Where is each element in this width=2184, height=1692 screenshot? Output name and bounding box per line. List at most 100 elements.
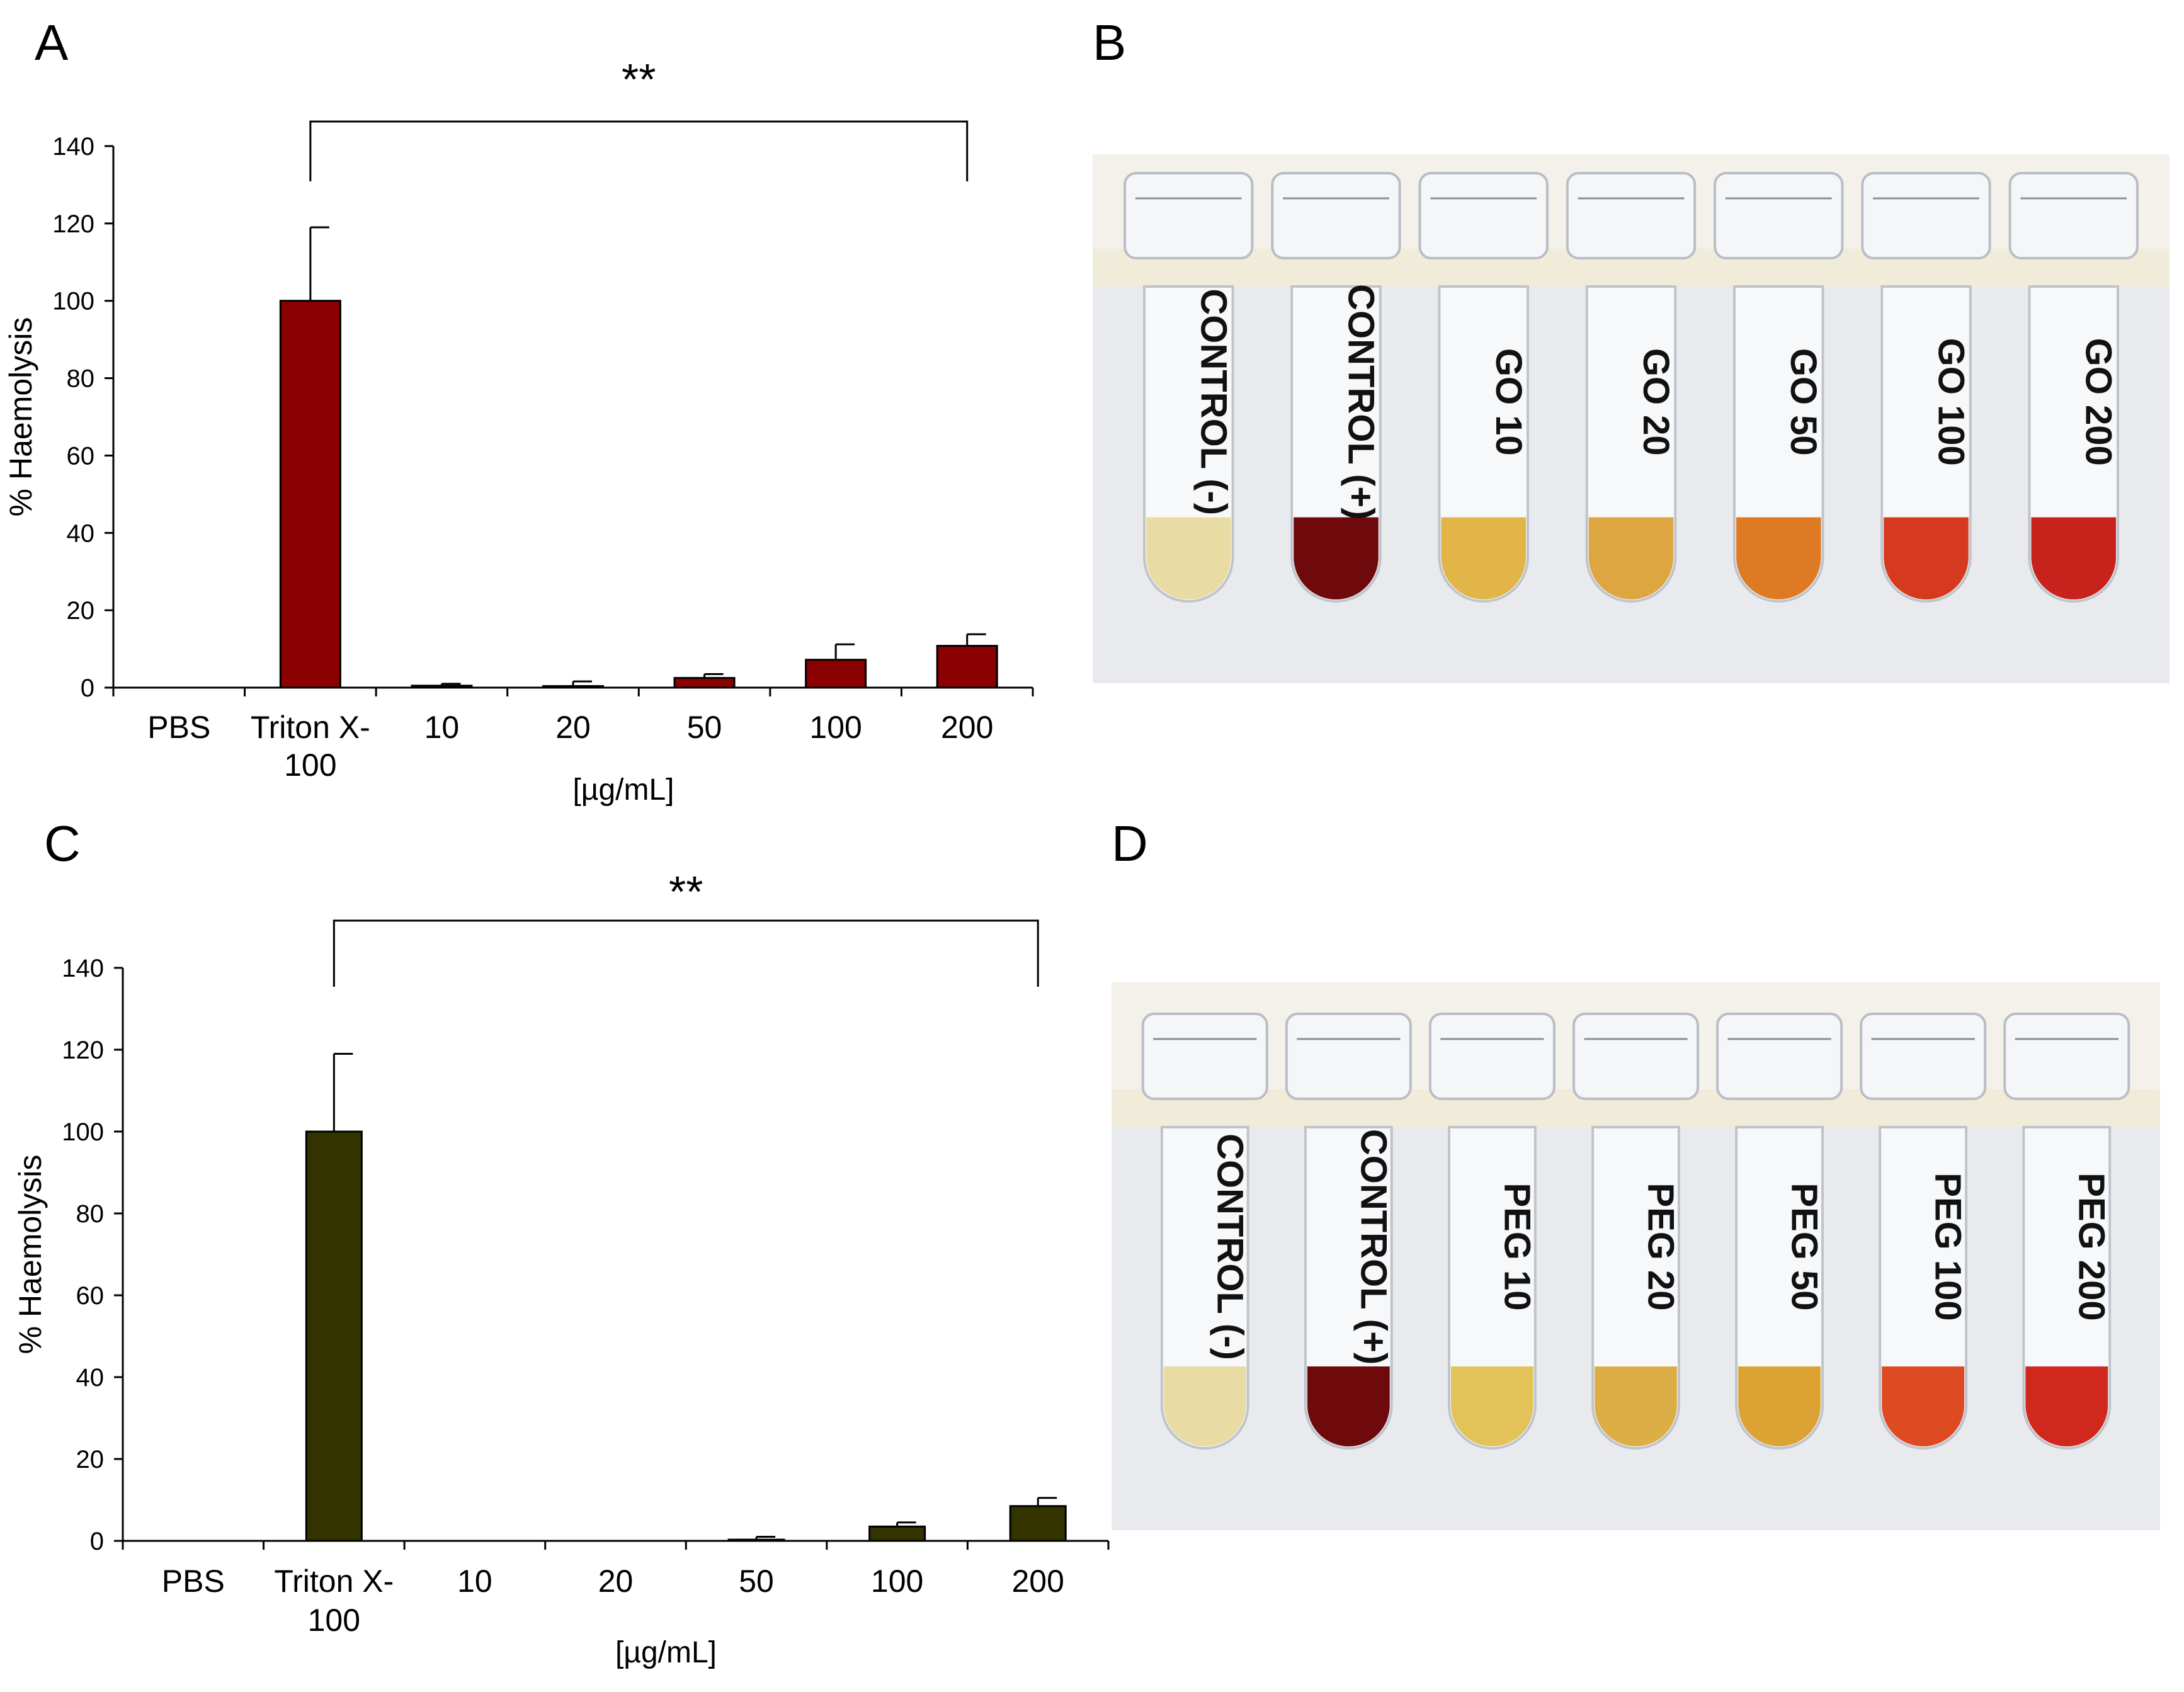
y-tick-label: 100: [62, 1118, 104, 1146]
y-axis-label: % Haemolysis: [3, 317, 38, 517]
x-tick-label: PBS: [162, 1564, 225, 1599]
tube-liquid: [1163, 1366, 1246, 1446]
tube-liquid: [1884, 517, 1969, 599]
tube: GO 50: [1714, 172, 1844, 603]
tube-liquid: [1738, 1366, 1821, 1446]
tube-cap: [1428, 1013, 1556, 1100]
tube: PEG 20: [1572, 1013, 1700, 1450]
panel-label-a: A: [35, 14, 69, 71]
tube-cap: [1714, 172, 1844, 259]
tube-label: PEG 10: [1496, 1183, 1537, 1310]
x-tick-label: PBS: [147, 710, 210, 745]
y-tick-label: 20: [76, 1446, 105, 1473]
x-tick-label: 10: [424, 710, 460, 745]
x-axis-label: [µg/mL]: [615, 1636, 717, 1669]
tube-liquid: [1595, 1366, 1677, 1446]
tube-photo-d: CONTROL (-) CONTROL (+) PEG 10 PEG 20 PEG 50…: [1112, 982, 2160, 1530]
tube-label: GO 20: [1635, 348, 1676, 456]
significance-stars: **: [622, 55, 656, 104]
tube-cap: [2008, 172, 2139, 259]
tube-label: CONTROL (+): [1341, 284, 1382, 520]
tube-label: CONTROL (-): [1209, 1133, 1250, 1360]
bar: [1009, 1505, 1067, 1542]
tube-cap: [1860, 1013, 1987, 1100]
tube-label: PEG 100: [1928, 1172, 1969, 1320]
y-axis-label: % Haemolysis: [13, 1155, 48, 1354]
x-tick-label: 100: [871, 1564, 923, 1599]
x-tick-label: Triton X-: [274, 1564, 394, 1599]
panel-label-d: D: [1112, 815, 1148, 872]
y-tick-label: 60: [67, 442, 95, 470]
y-tick-label: 40: [67, 520, 95, 547]
x-tick-label: 100: [809, 710, 862, 745]
x-tick-label: 50: [739, 1564, 774, 1599]
y-tick-label: 0: [81, 674, 94, 702]
y-tick-label: 80: [76, 1200, 105, 1228]
panel-label-c: C: [44, 815, 81, 872]
tube-cap: [1418, 172, 1549, 259]
y-tick-label: 80: [67, 365, 95, 393]
significance-stars: **: [669, 867, 703, 916]
tube-label: GO 200: [2078, 338, 2119, 466]
tube-liquid: [1588, 517, 1674, 599]
x-tick-label: Triton X-: [251, 710, 370, 745]
tube-liquid: [1450, 1366, 1533, 1446]
tube-label: CONTROL (+): [1353, 1129, 1394, 1365]
panel-label-b: B: [1093, 14, 1127, 71]
bar: [542, 685, 604, 689]
tube-cap: [1285, 1013, 1412, 1100]
y-tick-label: 100: [52, 288, 94, 315]
tube-label: PEG 200: [2071, 1172, 2112, 1320]
tube-label: PEG 50: [1784, 1183, 1825, 1310]
tube-liquid: [1307, 1366, 1390, 1446]
bar: [411, 684, 473, 689]
tube: CONTROL (+): [1285, 1013, 1412, 1450]
tube: CONTROL (+): [1271, 172, 1401, 603]
tube: GO 200: [2008, 172, 2139, 603]
y-tick-label: 40: [76, 1364, 105, 1392]
y-tick-label: 140: [52, 133, 94, 161]
chart-c: 0 20 40 60 80 100 120 140 PBS Triton X- 100 10 20 50 1…: [13, 867, 1110, 1669]
tube: PEG 200: [2003, 1013, 2130, 1450]
tube: GO 20: [1566, 172, 1697, 603]
x-tick-label: 100: [284, 747, 336, 783]
tube-cap: [1123, 172, 1254, 259]
tube: PEG 100: [1860, 1013, 1987, 1450]
tube-liquid: [1146, 517, 1231, 599]
significance-bracket: [309, 120, 969, 181]
y-tick-label: 120: [52, 210, 94, 238]
tube-cap: [1141, 1013, 1268, 1100]
tube-cap: [2003, 1013, 2130, 1100]
bar: [805, 659, 867, 689]
tube-liquid: [2025, 1366, 2108, 1446]
tube-liquid: [1882, 1366, 1965, 1446]
bar: [727, 1538, 785, 1542]
tube-cap: [1572, 1013, 1700, 1100]
tube-liquid: [1441, 517, 1527, 599]
tube-label: GO 10: [1488, 348, 1529, 456]
tube-cap: [1861, 172, 1991, 259]
x-tick-label: 50: [687, 710, 722, 745]
tube-label: PEG 20: [1641, 1183, 1681, 1310]
x-tick-label: 20: [598, 1564, 634, 1599]
tube: CONTROL (-): [1123, 172, 1254, 603]
x-tick-label: 100: [308, 1603, 360, 1638]
tube-label: GO 50: [1783, 348, 1824, 456]
bar: [279, 300, 341, 689]
significance-bracket: [333, 919, 1039, 987]
tube-liquid: [1736, 517, 1821, 599]
bar: [936, 645, 998, 689]
x-tick-label: 20: [555, 710, 591, 745]
y-tick-label: 20: [67, 597, 95, 625]
tube: GO 10: [1418, 172, 1549, 603]
tube-liquid: [2031, 517, 2117, 599]
y-tick-label: 0: [90, 1528, 104, 1555]
x-axis-label: [µg/mL]: [572, 773, 674, 807]
bar: [305, 1130, 363, 1542]
tube-label: CONTROL (-): [1193, 288, 1234, 515]
tube-photo-b: CONTROL (-) CONTROL (+) GO 10 GO 20 GO 50 GO …: [1093, 154, 2170, 683]
tube-label: GO 100: [1930, 338, 1971, 466]
x-tick-label: 200: [1011, 1564, 1064, 1599]
bar: [868, 1525, 926, 1542]
x-tick-label: 10: [457, 1564, 492, 1599]
